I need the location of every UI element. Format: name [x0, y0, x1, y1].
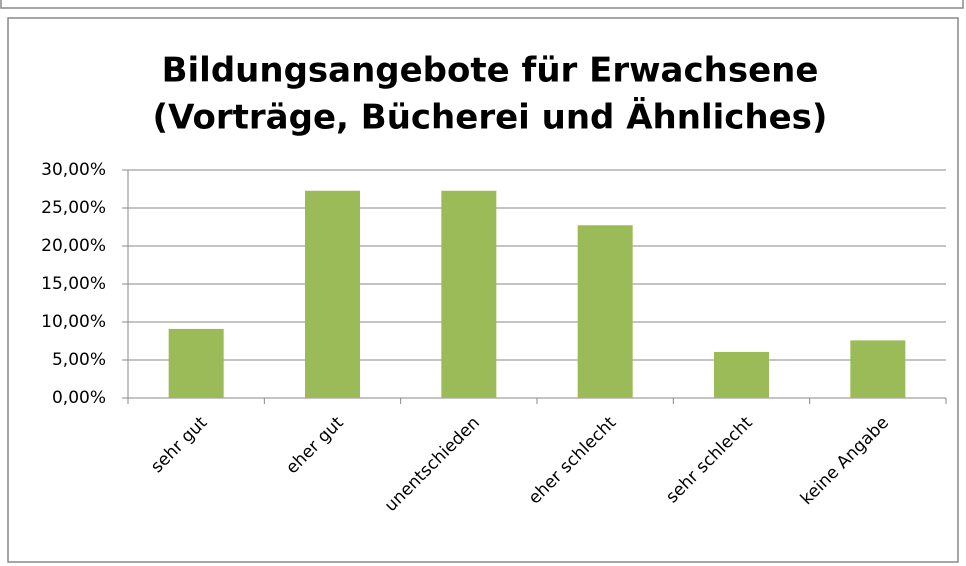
y-tick-label: 15,00%: [41, 274, 106, 294]
y-tick-label: 5,00%: [52, 350, 106, 370]
bar: [168, 328, 224, 398]
bar: [850, 340, 906, 398]
chart-title: Bildungsangebote für Erwachsene: [162, 51, 819, 91]
bar: [441, 190, 497, 398]
bar: [305, 190, 360, 398]
y-tick-label: 10,00%: [41, 312, 106, 332]
y-tick-label: 0,00%: [52, 388, 106, 408]
y-tick-label: 25,00%: [41, 198, 106, 218]
chart-title: (Vorträge, Bücherei und Ähnliches): [153, 97, 828, 138]
bar: [577, 225, 633, 398]
y-tick-label: 30,00%: [41, 160, 106, 180]
previous-frame: [0, 0, 964, 9]
y-tick-label: 20,00%: [41, 236, 106, 256]
bar: [714, 351, 769, 398]
